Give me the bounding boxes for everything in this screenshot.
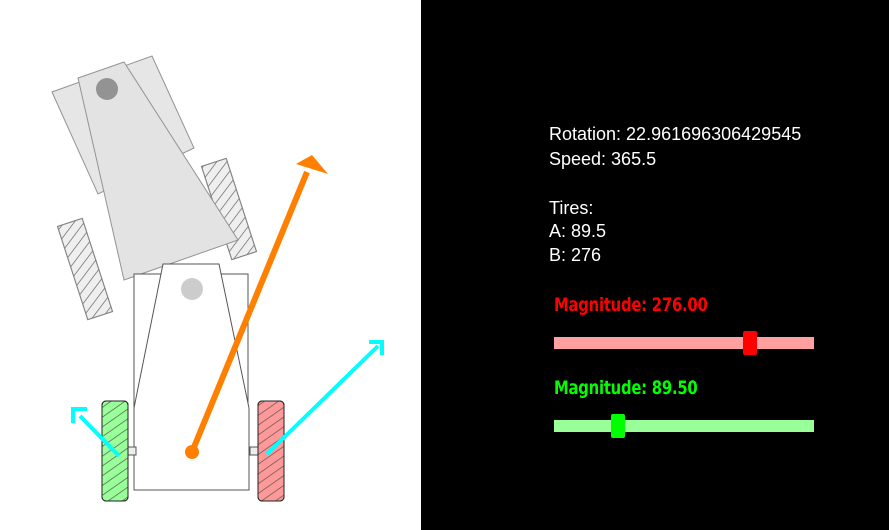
speed-vector-origin — [185, 445, 199, 459]
speed-vector — [185, 155, 328, 459]
ghost-pivot — [96, 78, 118, 100]
tires-heading: Tires: — [549, 198, 594, 218]
magnitude-a-thumb[interactable] — [610, 414, 625, 438]
ghost-robot — [51, 55, 258, 321]
magnitude-b-slider[interactable] — [554, 331, 814, 355]
left-axle — [127, 446, 137, 456]
magnitude-b-label: Magnitude: 276.00 — [554, 294, 708, 316]
magnitude-a-label: Magnitude: 89.50 — [554, 377, 698, 399]
tire-a-readout: A: 89.5 — [549, 221, 607, 241]
right-axle — [249, 446, 259, 456]
robot — [101, 263, 285, 502]
rotation-readout: Rotation: 22.961696306429545 — [549, 124, 802, 144]
tire-b-arrowhead — [369, 340, 384, 355]
robot-pivot — [181, 278, 203, 300]
magnitude-a-track[interactable] — [554, 420, 814, 432]
magnitude-a-slider[interactable] — [554, 414, 814, 438]
tire-a-arrowhead — [71, 407, 87, 423]
magnitude-b-track[interactable] — [554, 337, 814, 349]
robot-body — [133, 263, 250, 491]
magnitude-b-thumb[interactable] — [743, 331, 758, 355]
tire-vectors — [71, 340, 384, 458]
simulation-canvas — [0, 0, 421, 530]
tire-b-vector — [265, 344, 380, 456]
tire-b-readout: B: 276 — [549, 245, 602, 265]
speed-vector-arrowhead — [296, 155, 328, 174]
speed-vector-line — [189, 170, 310, 454]
robot-drawing — [51, 55, 384, 502]
tire-a-vector — [78, 414, 121, 458]
info-panel: Rotation: 22.961696306429545 Speed: 365.… — [421, 0, 889, 530]
ghost-robot-body — [77, 61, 239, 281]
speed-readout: Speed: 365.5 — [549, 149, 657, 169]
